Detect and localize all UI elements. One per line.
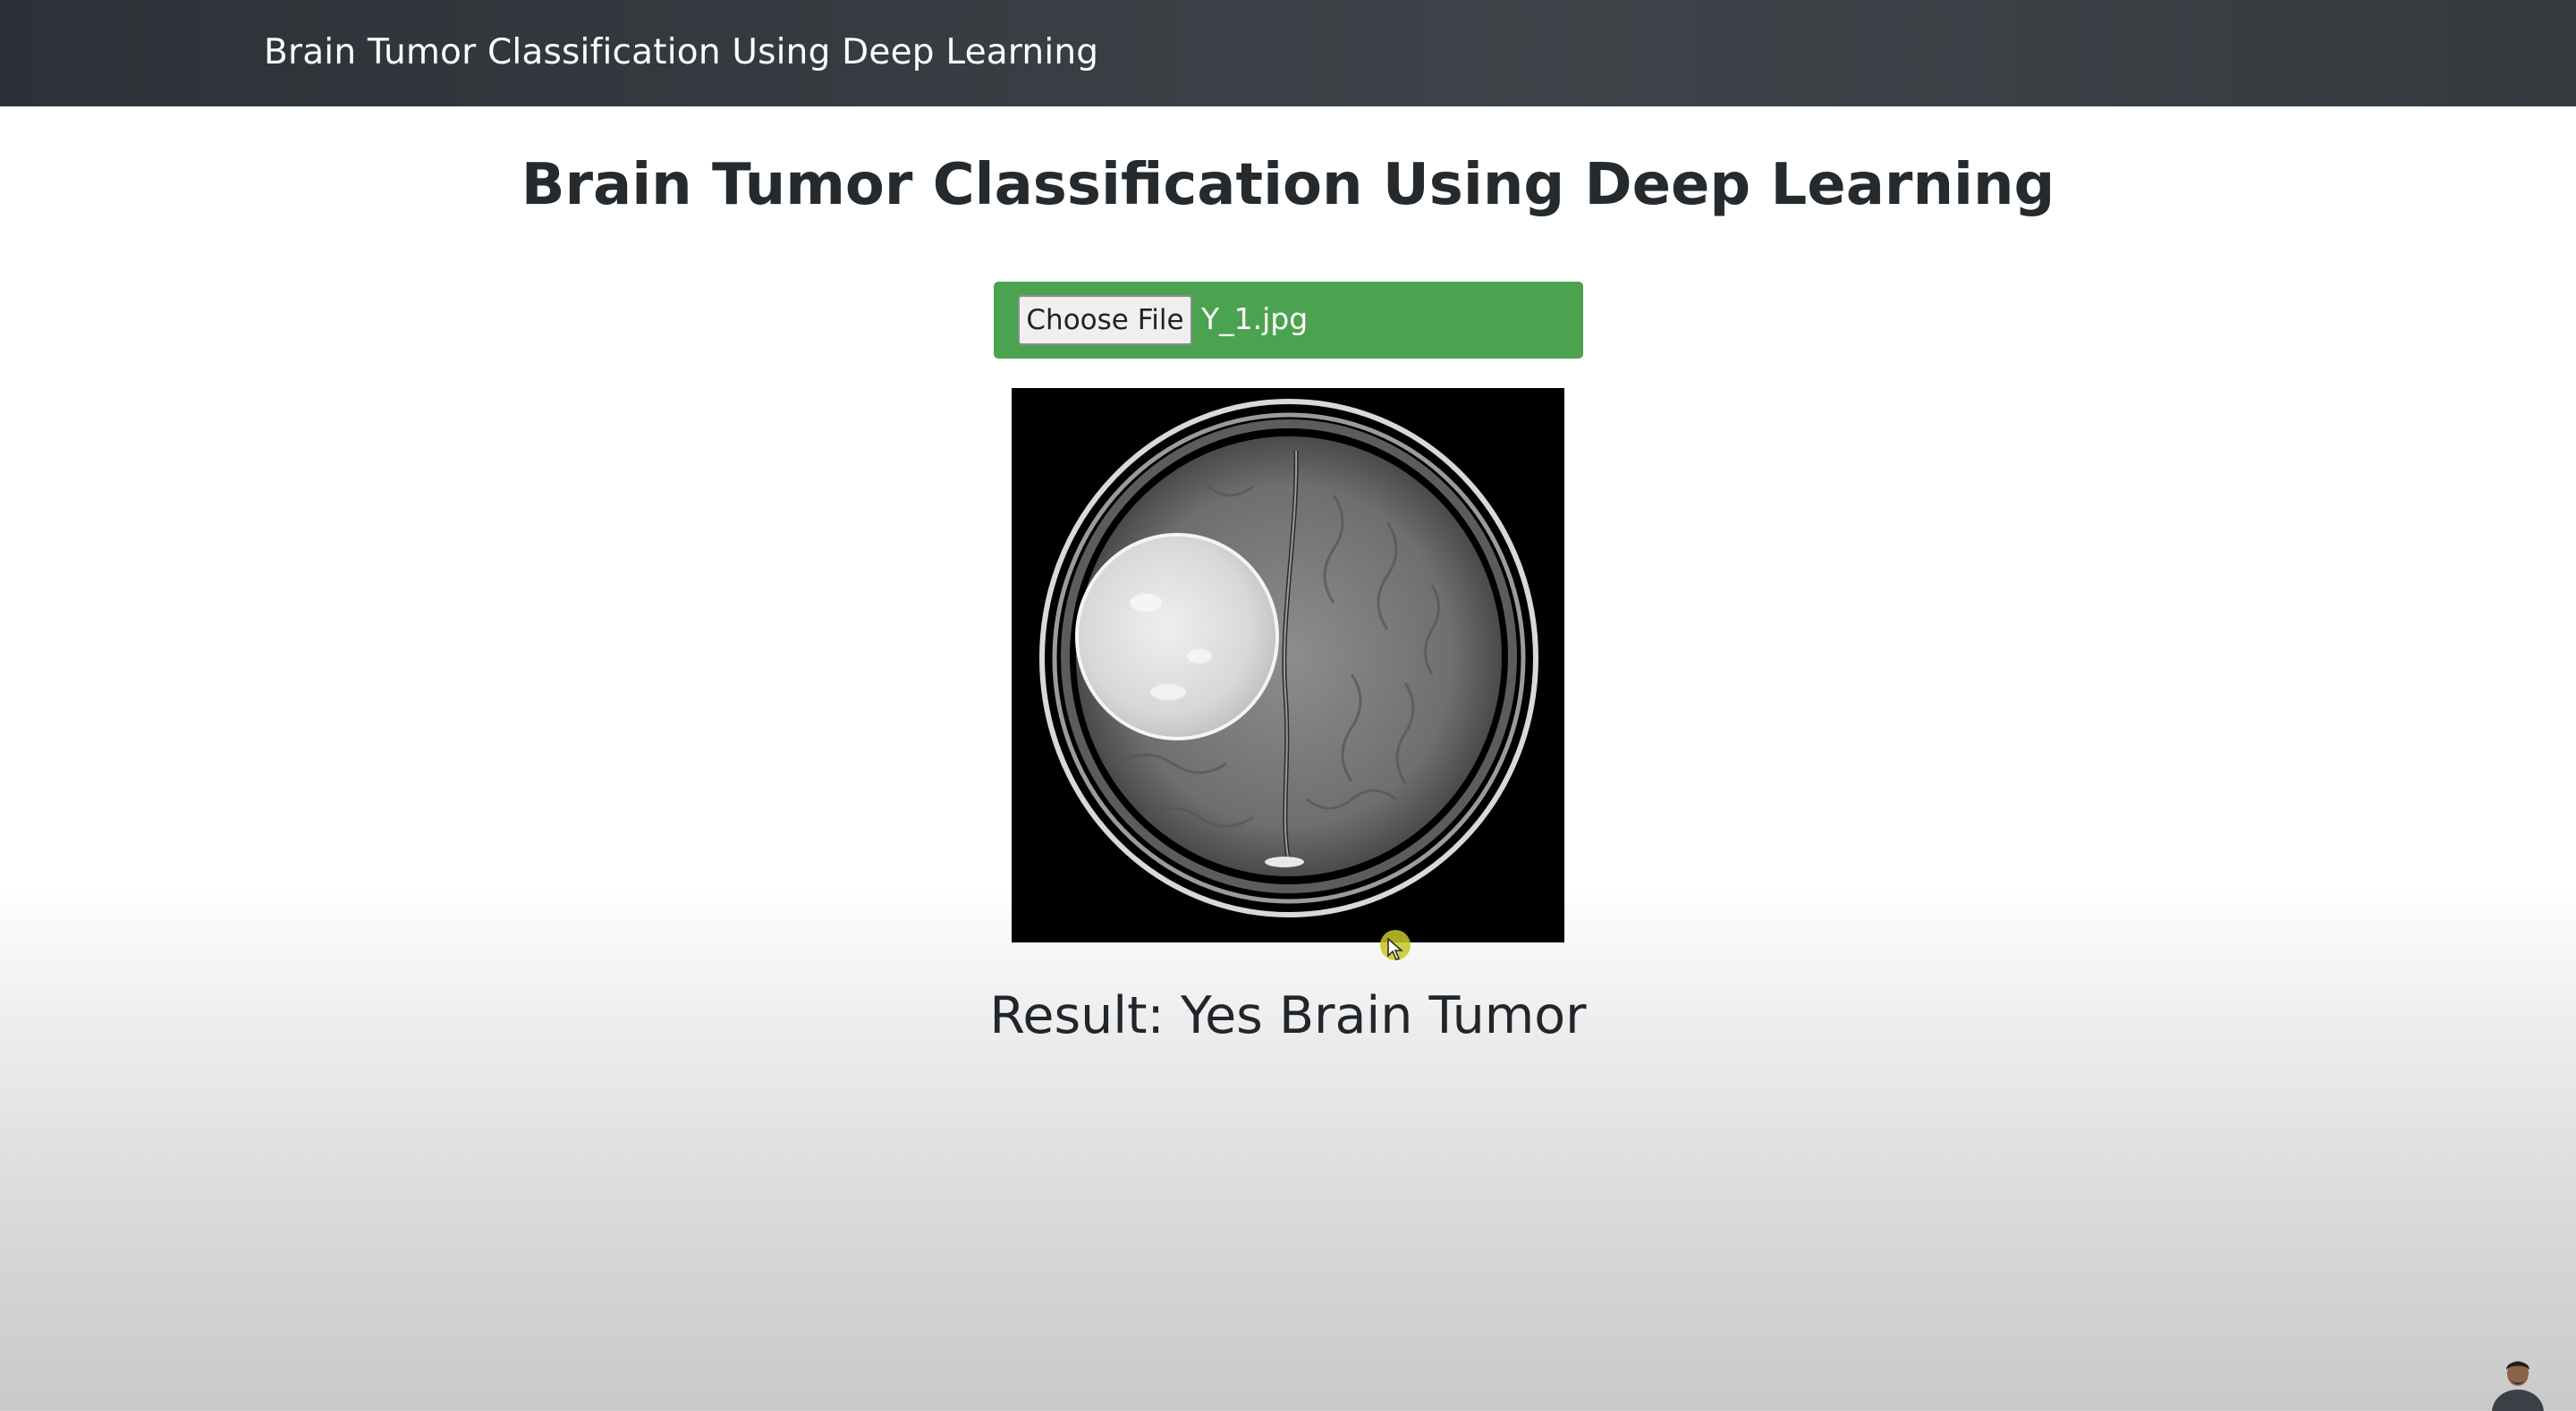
brain-mri-image bbox=[1012, 388, 1564, 942]
file-upload-field[interactable]: Choose File Y_1.jpg bbox=[994, 282, 1583, 359]
presenter-avatar bbox=[2487, 1354, 2549, 1411]
page-title: Brain Tumor Classification Using Deep Le… bbox=[521, 152, 2055, 218]
pointer-cursor-icon bbox=[1380, 930, 1411, 960]
selected-file-name: Y_1.jpg bbox=[1201, 301, 1309, 336]
navbar: Brain Tumor Classification Using Deep Le… bbox=[0, 0, 2576, 106]
choose-file-button[interactable]: Choose File bbox=[1018, 295, 1192, 345]
prediction-result: Result: Yes Brain Tumor bbox=[989, 986, 1587, 1045]
navbar-brand[interactable]: Brain Tumor Classification Using Deep Le… bbox=[264, 32, 1099, 72]
uploaded-image-preview bbox=[1012, 388, 1564, 942]
